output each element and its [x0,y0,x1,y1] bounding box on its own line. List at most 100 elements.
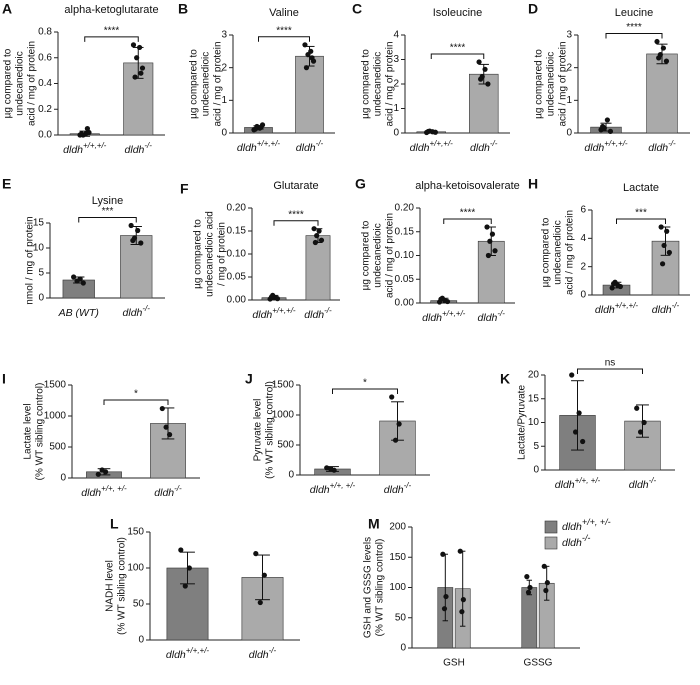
data-point [314,233,320,239]
data-point [425,128,431,135]
category-name: dldh [555,479,575,491]
category-name: dldh [652,304,672,316]
data-point [159,405,165,412]
category-name: dldh [252,309,272,321]
y-tick-label: 0.20 [227,203,247,214]
category-superscript: +/+,+/- [430,139,454,148]
data-point [476,59,482,65]
data-point [268,294,274,300]
y-tick-label: 0 [393,128,399,139]
data-point [163,424,169,430]
y-axis-label: acid / mg of protein [565,210,576,295]
data-point [253,551,259,557]
category-name: dldh [125,144,145,156]
y-axis-label: µg compared to [193,219,204,289]
x-tick-label: dldh-/- [125,141,153,156]
significance-label: * [363,378,367,389]
y-axis-label: µg compared to [541,217,552,287]
chart-title: Valine [269,7,299,19]
significance-bracket [78,217,137,223]
data-point [600,123,606,130]
y-axis-label: acid / mg of protein [385,213,396,298]
y-tick-label: 3 [221,30,227,41]
data-point [478,76,484,82]
category-superscript: -/- [174,484,182,493]
significance-label: **** [276,25,292,36]
data-point [396,421,402,427]
category-name: dldh [584,142,604,154]
category-superscript: -/- [490,139,498,148]
y-tick-label: 0.00 [395,298,415,309]
category-name: dldh [304,309,324,321]
y-tick-label: 4 [393,30,399,41]
x-tick-label: dldh-/- [384,481,412,496]
significance-bracket [103,399,169,405]
significance-label: *** [635,208,647,219]
data-point [527,584,533,591]
y-tick-label: 10 [528,417,540,428]
data-point [138,70,144,76]
y-tick-label: 100 [127,563,144,574]
category-name: dldh [63,144,83,156]
data-point [274,296,281,302]
significance-bracket [616,218,666,224]
y-tick-label: 500 [49,442,66,453]
x-tick-label: dldh+/+,+/- [595,301,639,316]
category-name: dldh [166,649,186,661]
y-axis-label: acid / mg of protein [27,41,38,126]
category-superscript: +/+, +/- [330,481,356,490]
data-point [543,587,549,594]
data-point [78,131,85,137]
panel-letter: M [368,516,380,532]
y-tick-label: 3 [393,54,399,65]
legend-superscript: -/- [582,533,591,543]
data-point [489,231,496,237]
x-tick-label: dldh-/- [154,484,182,499]
data-point [569,372,575,378]
chart-title: Glutarate [273,180,318,192]
data-point [132,74,138,80]
category-superscript: +/+,+/- [272,306,296,315]
panel-letter: L [110,516,119,532]
y-tick-label: 4 [580,233,586,244]
category-name: dldh [410,142,430,154]
y-tick-label: 15 [528,393,540,404]
y-tick-label: 0 [221,128,227,139]
data-point [656,55,662,61]
data-point [492,248,498,254]
category-name: dldh [648,142,668,154]
y-tick-label: 150 [127,527,144,538]
y-axis-label: µg compared to [3,48,14,118]
data-point [659,261,666,267]
panel-letter: J [245,371,253,387]
category-name: dldh [296,142,316,154]
x-tick-label: dldh-/- [652,301,680,316]
data-point [663,58,670,64]
x-tick-label: dldh+/+, +/- [81,484,127,499]
significance-label: **** [104,26,120,37]
x-tick-label: GSSG [524,658,553,669]
category-superscript: +/+,+/- [442,309,466,318]
data-point [607,128,614,134]
significance-bracket [430,53,485,59]
category-superscript: +/+,+/- [186,646,210,655]
y-tick-label: 2 [393,79,399,90]
bar [305,235,331,301]
y-tick-label: 0.00 [227,295,247,306]
x-tick-label: dldh+/+,+/- [252,306,296,321]
chart-title: alpha-ketoglutarate [64,4,158,16]
category-superscript: -/- [668,139,676,148]
y-axis-label: undecanedioic [373,223,384,288]
panel-letter: D [528,1,538,17]
y-axis-label: µg compared to [534,49,545,119]
data-point [257,599,263,606]
category-superscript: -/- [144,141,152,150]
y-tick-label: 0.10 [227,249,247,260]
significance-bracket [84,36,139,42]
significance-bracket [577,368,643,374]
data-point [71,274,77,280]
category-name: dldh [478,312,498,324]
category-superscript: +/+, +/- [101,484,127,493]
bar [521,587,538,649]
y-tick-label: 2 [221,62,227,73]
